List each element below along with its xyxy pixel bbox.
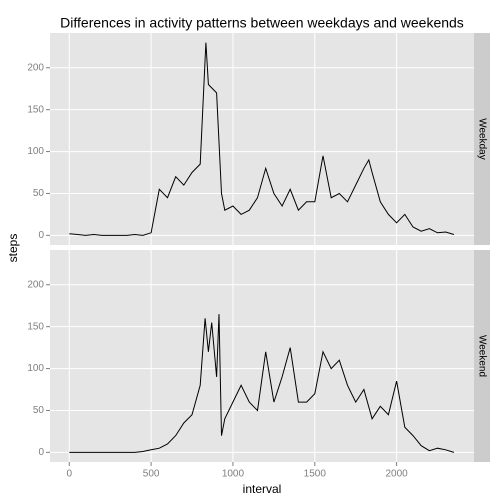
strip-label: Weekend [476,335,487,377]
y-tick-label: 100 [27,363,44,374]
panel-background [50,33,474,245]
strip-background [474,33,490,245]
strip-label: Weekday [476,118,487,160]
panel-background [50,250,474,462]
y-tick-label: 200 [27,279,44,290]
y-tick-label: 0 [38,230,44,241]
data-line [69,314,455,453]
y-tick-label: 100 [27,146,44,157]
chart-title: Differences in activity patterns between… [60,15,464,31]
y-axis-label: steps [6,234,20,263]
x-tick-label: 2000 [385,469,408,480]
y-tick-label: 50 [33,405,45,416]
y-tick-label: 200 [27,62,44,73]
strip-background [474,250,490,462]
y-tick-label: 50 [33,188,45,199]
y-tick-label: 150 [27,321,44,332]
y-tick-label: 150 [27,104,44,115]
data-line [69,42,455,236]
x-tick-label: 1000 [222,469,245,480]
x-tick-label: 1500 [304,469,327,480]
y-tick-label: 0 [38,447,44,458]
x-tick-label: 0 [66,469,72,480]
x-tick-label: 500 [143,469,160,480]
x-axis-label: interval [243,482,282,496]
